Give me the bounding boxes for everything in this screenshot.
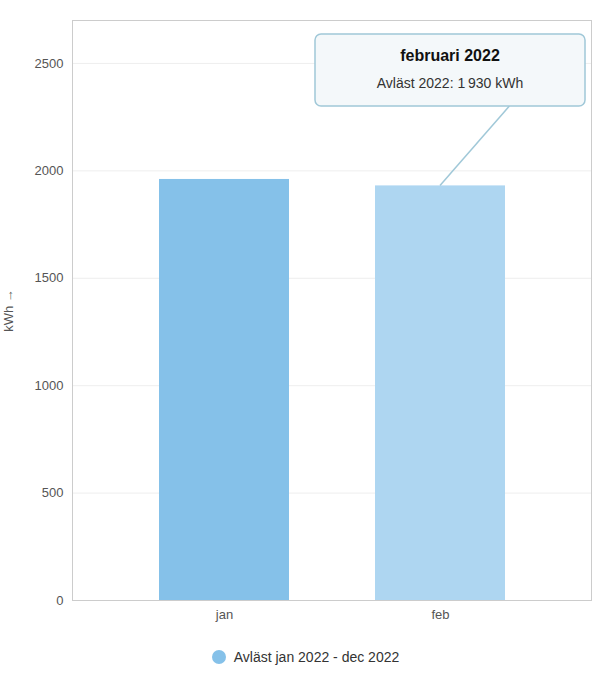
html-text:Avläst jan 2022 - dec 2022: Avläst jan 2022 - dec 2022 bbox=[233, 649, 400, 665]
svg-text:0: 0 bbox=[56, 593, 63, 608]
svg-text:jan: jan bbox=[215, 607, 233, 622]
svg-text:2500: 2500 bbox=[35, 56, 64, 71]
svg-text:kWh →: kWh → bbox=[1, 289, 16, 332]
svg-text:Avläst 2022: 1 930 kWh: Avläst 2022: 1 930 kWh bbox=[377, 75, 524, 91]
svg-text:februari 2022: februari 2022 bbox=[400, 47, 500, 64]
svg-text:1000: 1000 bbox=[35, 378, 64, 393]
svg-text:2000: 2000 bbox=[35, 163, 64, 178]
svg-text:feb: feb bbox=[431, 607, 449, 622]
svg-text:1500: 1500 bbox=[35, 270, 64, 285]
svg-text:500: 500 bbox=[42, 485, 64, 500]
